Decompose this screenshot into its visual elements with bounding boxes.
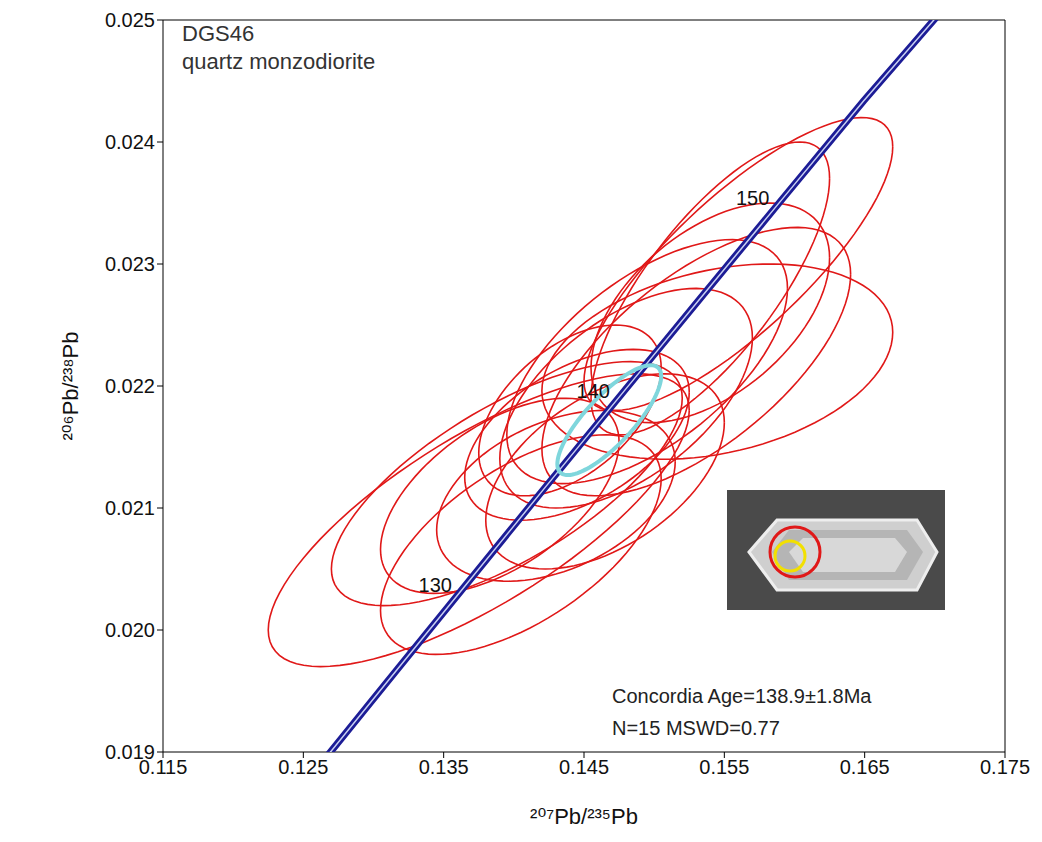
svg-text:0.023: 0.023 bbox=[105, 253, 155, 275]
svg-text:0.115: 0.115 bbox=[138, 756, 188, 779]
svg-text:²⁰⁷Pb/²³⁵Pb: ²⁰⁷Pb/²³⁵Pb bbox=[530, 804, 638, 829]
html-text:Concordia Age=138.9±1.8Ma: Concordia Age=138.9±1.8Ma bbox=[612, 685, 872, 707]
svg-text:140: 140 bbox=[576, 380, 609, 402]
svg-text:0.175: 0.175 bbox=[980, 756, 1030, 778]
svg-text:0.020: 0.020 bbox=[105, 619, 155, 641]
svg-text:0.021: 0.021 bbox=[105, 497, 155, 519]
html-text:quartz monzodiorite: quartz monzodiorite bbox=[182, 49, 376, 74]
svg-text:0.155: 0.155 bbox=[699, 756, 749, 778]
html-text:N=15 MSWD=0.77: N=15 MSWD=0.77 bbox=[612, 717, 780, 739]
svg-text:0.022: 0.022 bbox=[105, 375, 155, 397]
svg-text:0.135: 0.135 bbox=[419, 756, 469, 778]
svg-text:0.125: 0.125 bbox=[278, 756, 328, 778]
svg-text:0.145: 0.145 bbox=[559, 756, 609, 778]
html-text:DGS46: DGS46 bbox=[182, 21, 255, 46]
svg-text:²⁰⁶Pb/²³⁸Pb: ²⁰⁶Pb/²³⁸Pb bbox=[58, 331, 83, 440]
svg-text:0.025: 0.025 bbox=[105, 9, 155, 31]
svg-text:130: 130 bbox=[419, 574, 452, 596]
svg-text:0.165: 0.165 bbox=[840, 756, 890, 778]
svg-text:0.019: 0.019 bbox=[105, 741, 155, 763]
svg-text:0.024: 0.024 bbox=[105, 131, 155, 153]
svg-text:150: 150 bbox=[736, 187, 769, 209]
